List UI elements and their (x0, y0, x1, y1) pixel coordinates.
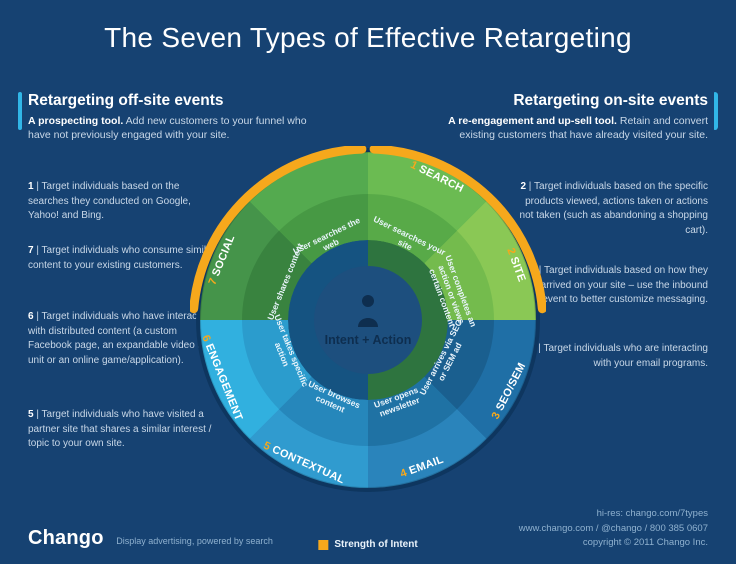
list-item: 1 | Target individuals based on the sear… (28, 180, 218, 224)
list-item: 7 | Target individuals who consume simil… (28, 244, 218, 273)
strength-legend: Strength of Intent (318, 539, 417, 550)
onsite-subhead: Retargeting on-site events A re-engageme… (423, 92, 708, 142)
onsite-title: Retargeting on-site events (423, 92, 708, 110)
center-label: Intent + Action (325, 333, 412, 347)
onsite-desc: A re-engagement and up-sell tool. Retain… (423, 114, 708, 142)
wheel-center: Intent + Action (314, 266, 422, 374)
credits: hi-res: chango.com/7types www.chango.com… (519, 507, 708, 550)
page-title: The Seven Types of Effective Retargeting (0, 22, 736, 54)
brand-tagline: Display advertising, powered by search (116, 536, 273, 546)
footer: Chango Display advertising, powered by s… (28, 507, 708, 550)
offsite-accent-bar (18, 92, 22, 130)
list-item: 3 | Target individuals based on how they… (518, 264, 708, 308)
list-item: 4 | Target individuals who are interacti… (518, 342, 708, 371)
retargeting-wheel: Intent + Action 1SEARCH2SITE3SEO/SEM4EMA… (196, 148, 540, 492)
legend-swatch (318, 540, 328, 550)
list-item: 2 | Target individuals based on the spec… (518, 180, 708, 238)
offsite-subhead: Retargeting off-site events A prospectin… (28, 92, 313, 142)
offsite-desc: A prospecting tool. Add new customers to… (28, 114, 313, 142)
offsite-title: Retargeting off-site events (28, 92, 313, 110)
onsite-accent-bar (714, 92, 718, 130)
brand-block: Chango Display advertising, powered by s… (28, 527, 273, 550)
list-item: 6 | Target individuals who have interact… (28, 310, 218, 368)
list-item: 5 | Target individuals who have visited … (28, 408, 218, 452)
person-icon (355, 293, 381, 327)
brand-logo: Chango (28, 527, 104, 549)
legend-label: Strength of Intent (334, 539, 417, 550)
